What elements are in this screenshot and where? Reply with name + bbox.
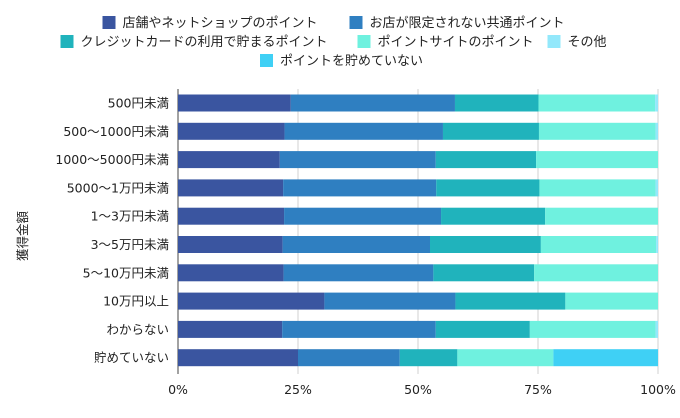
bar-row bbox=[178, 179, 658, 197]
category-label: 1000〜5000円未満 bbox=[55, 152, 169, 167]
category-label: 3〜5万円未満 bbox=[91, 237, 169, 252]
bars bbox=[178, 94, 658, 367]
x-tick-label: 100% bbox=[640, 382, 676, 397]
bar-segment[interactable] bbox=[284, 207, 442, 225]
category-label: わからない bbox=[106, 322, 169, 337]
bar-row bbox=[178, 320, 658, 338]
bar-segment[interactable] bbox=[283, 179, 437, 197]
category-label: 貯めていない bbox=[94, 350, 169, 365]
category-labels: 500円未満 500〜1000円未満 1000〜5000円未満 5000〜1万円未満 1… bbox=[55, 96, 169, 366]
bar-segment[interactable] bbox=[436, 179, 540, 197]
legend-label: クレジットカードの利用で貯まるポイント bbox=[81, 35, 328, 50]
bar-segment[interactable] bbox=[441, 207, 546, 225]
bar-segment[interactable] bbox=[539, 179, 656, 197]
bar-row bbox=[178, 94, 658, 112]
legend-item[interactable]: ポイントサイトのポイント bbox=[357, 35, 534, 50]
bar-segment[interactable] bbox=[538, 94, 656, 112]
legend-swatch bbox=[102, 16, 116, 29]
legend-item[interactable]: 店舗やネットショップのポイント bbox=[102, 16, 318, 31]
bar-segment[interactable] bbox=[545, 207, 658, 225]
bar-segment[interactable] bbox=[279, 151, 436, 169]
bar-segment[interactable] bbox=[435, 151, 537, 169]
category-label: 500〜1000円未満 bbox=[63, 124, 169, 139]
x-tick-label: 50% bbox=[404, 382, 432, 397]
category-label: 10万円以上 bbox=[103, 294, 169, 309]
bar-segment[interactable] bbox=[284, 122, 443, 140]
category-label: 500円未満 bbox=[108, 96, 169, 111]
bar-segment[interactable] bbox=[178, 94, 291, 112]
category-label: 5000〜1万円未満 bbox=[67, 180, 169, 195]
bar-segment[interactable] bbox=[178, 264, 284, 282]
bar-segment[interactable] bbox=[178, 349, 298, 367]
legend-item[interactable]: ポイントを貯めていない bbox=[260, 54, 423, 69]
x-tick-label: 0% bbox=[168, 382, 188, 397]
bar-segment[interactable] bbox=[534, 264, 658, 282]
bar-segment[interactable] bbox=[455, 292, 566, 310]
bar-segment[interactable] bbox=[399, 349, 458, 367]
bar-segment[interactable] bbox=[457, 349, 554, 367]
bar-row bbox=[178, 151, 658, 169]
bar-row bbox=[178, 236, 658, 253]
category-label: 1〜3万円未満 bbox=[91, 209, 169, 224]
bar-row bbox=[178, 207, 658, 225]
legend-swatch bbox=[349, 16, 363, 29]
bar-segment[interactable] bbox=[529, 320, 656, 338]
legend-item[interactable]: その他 bbox=[547, 35, 607, 50]
bar-segment[interactable] bbox=[655, 320, 658, 338]
bar-segment[interactable] bbox=[178, 320, 283, 338]
y-axis-title: 獲得金額 bbox=[15, 211, 30, 262]
legend-label: 店舗やネットショップのポイント bbox=[123, 16, 318, 31]
bar-segment[interactable] bbox=[298, 349, 400, 367]
bar-segment[interactable] bbox=[565, 292, 658, 310]
bar-segment[interactable] bbox=[433, 264, 535, 282]
bar-row bbox=[178, 264, 658, 282]
bar-segment[interactable] bbox=[178, 236, 283, 253]
bar-segment[interactable] bbox=[435, 320, 530, 338]
bar-segment[interactable] bbox=[178, 179, 284, 197]
legend-label: お店が限定されない共通ポイント bbox=[370, 16, 565, 31]
legend-label: ポイントサイトのポイント bbox=[378, 35, 534, 50]
bar-row bbox=[178, 349, 658, 367]
legend-swatch bbox=[60, 35, 74, 48]
legend-swatch bbox=[357, 35, 371, 48]
bar-segment[interactable] bbox=[178, 151, 280, 169]
bar-segment[interactable] bbox=[540, 236, 657, 253]
legend-label: その他 bbox=[568, 35, 607, 50]
bar-segment[interactable] bbox=[324, 292, 456, 310]
bar-segment[interactable] bbox=[430, 236, 541, 253]
legend-item[interactable]: お店が限定されない共通ポイント bbox=[349, 16, 565, 31]
bar-segment[interactable] bbox=[553, 349, 658, 367]
bar-segment[interactable] bbox=[290, 94, 455, 112]
bar-segment[interactable] bbox=[283, 264, 434, 282]
bar-segment[interactable] bbox=[282, 320, 436, 338]
legend: 店舗やネットショップのポイント お店が限定されない共通ポイントクレジットカードの利… bbox=[60, 16, 607, 69]
category-label: 5〜10万円未満 bbox=[83, 265, 169, 280]
bar-segment[interactable] bbox=[538, 122, 656, 140]
x-tick-label: 25% bbox=[284, 382, 312, 397]
bar-row bbox=[178, 122, 658, 140]
bar-row bbox=[178, 292, 658, 310]
bar-segment[interactable] bbox=[655, 179, 658, 197]
bar-segment[interactable] bbox=[655, 122, 658, 140]
x-tick-label: 75% bbox=[524, 382, 552, 397]
bar-segment[interactable] bbox=[178, 207, 285, 225]
bar-segment[interactable] bbox=[282, 236, 430, 253]
bar-segment[interactable] bbox=[178, 292, 325, 310]
bar-segment[interactable] bbox=[454, 94, 539, 112]
legend-label: ポイントを貯めていない bbox=[280, 54, 423, 69]
legend-item[interactable]: クレジットカードの利用で貯まるポイント bbox=[60, 35, 328, 50]
bar-segment[interactable] bbox=[655, 94, 658, 112]
bar-segment[interactable] bbox=[656, 236, 658, 253]
bar-segment[interactable] bbox=[178, 122, 285, 140]
bar-segment[interactable] bbox=[536, 151, 658, 169]
legend-swatch bbox=[547, 35, 561, 48]
legend-swatch bbox=[260, 54, 273, 67]
x-axis-ticks: 0% 25% 50% 75% 100% bbox=[168, 382, 676, 397]
bar-segment[interactable] bbox=[442, 122, 539, 140]
